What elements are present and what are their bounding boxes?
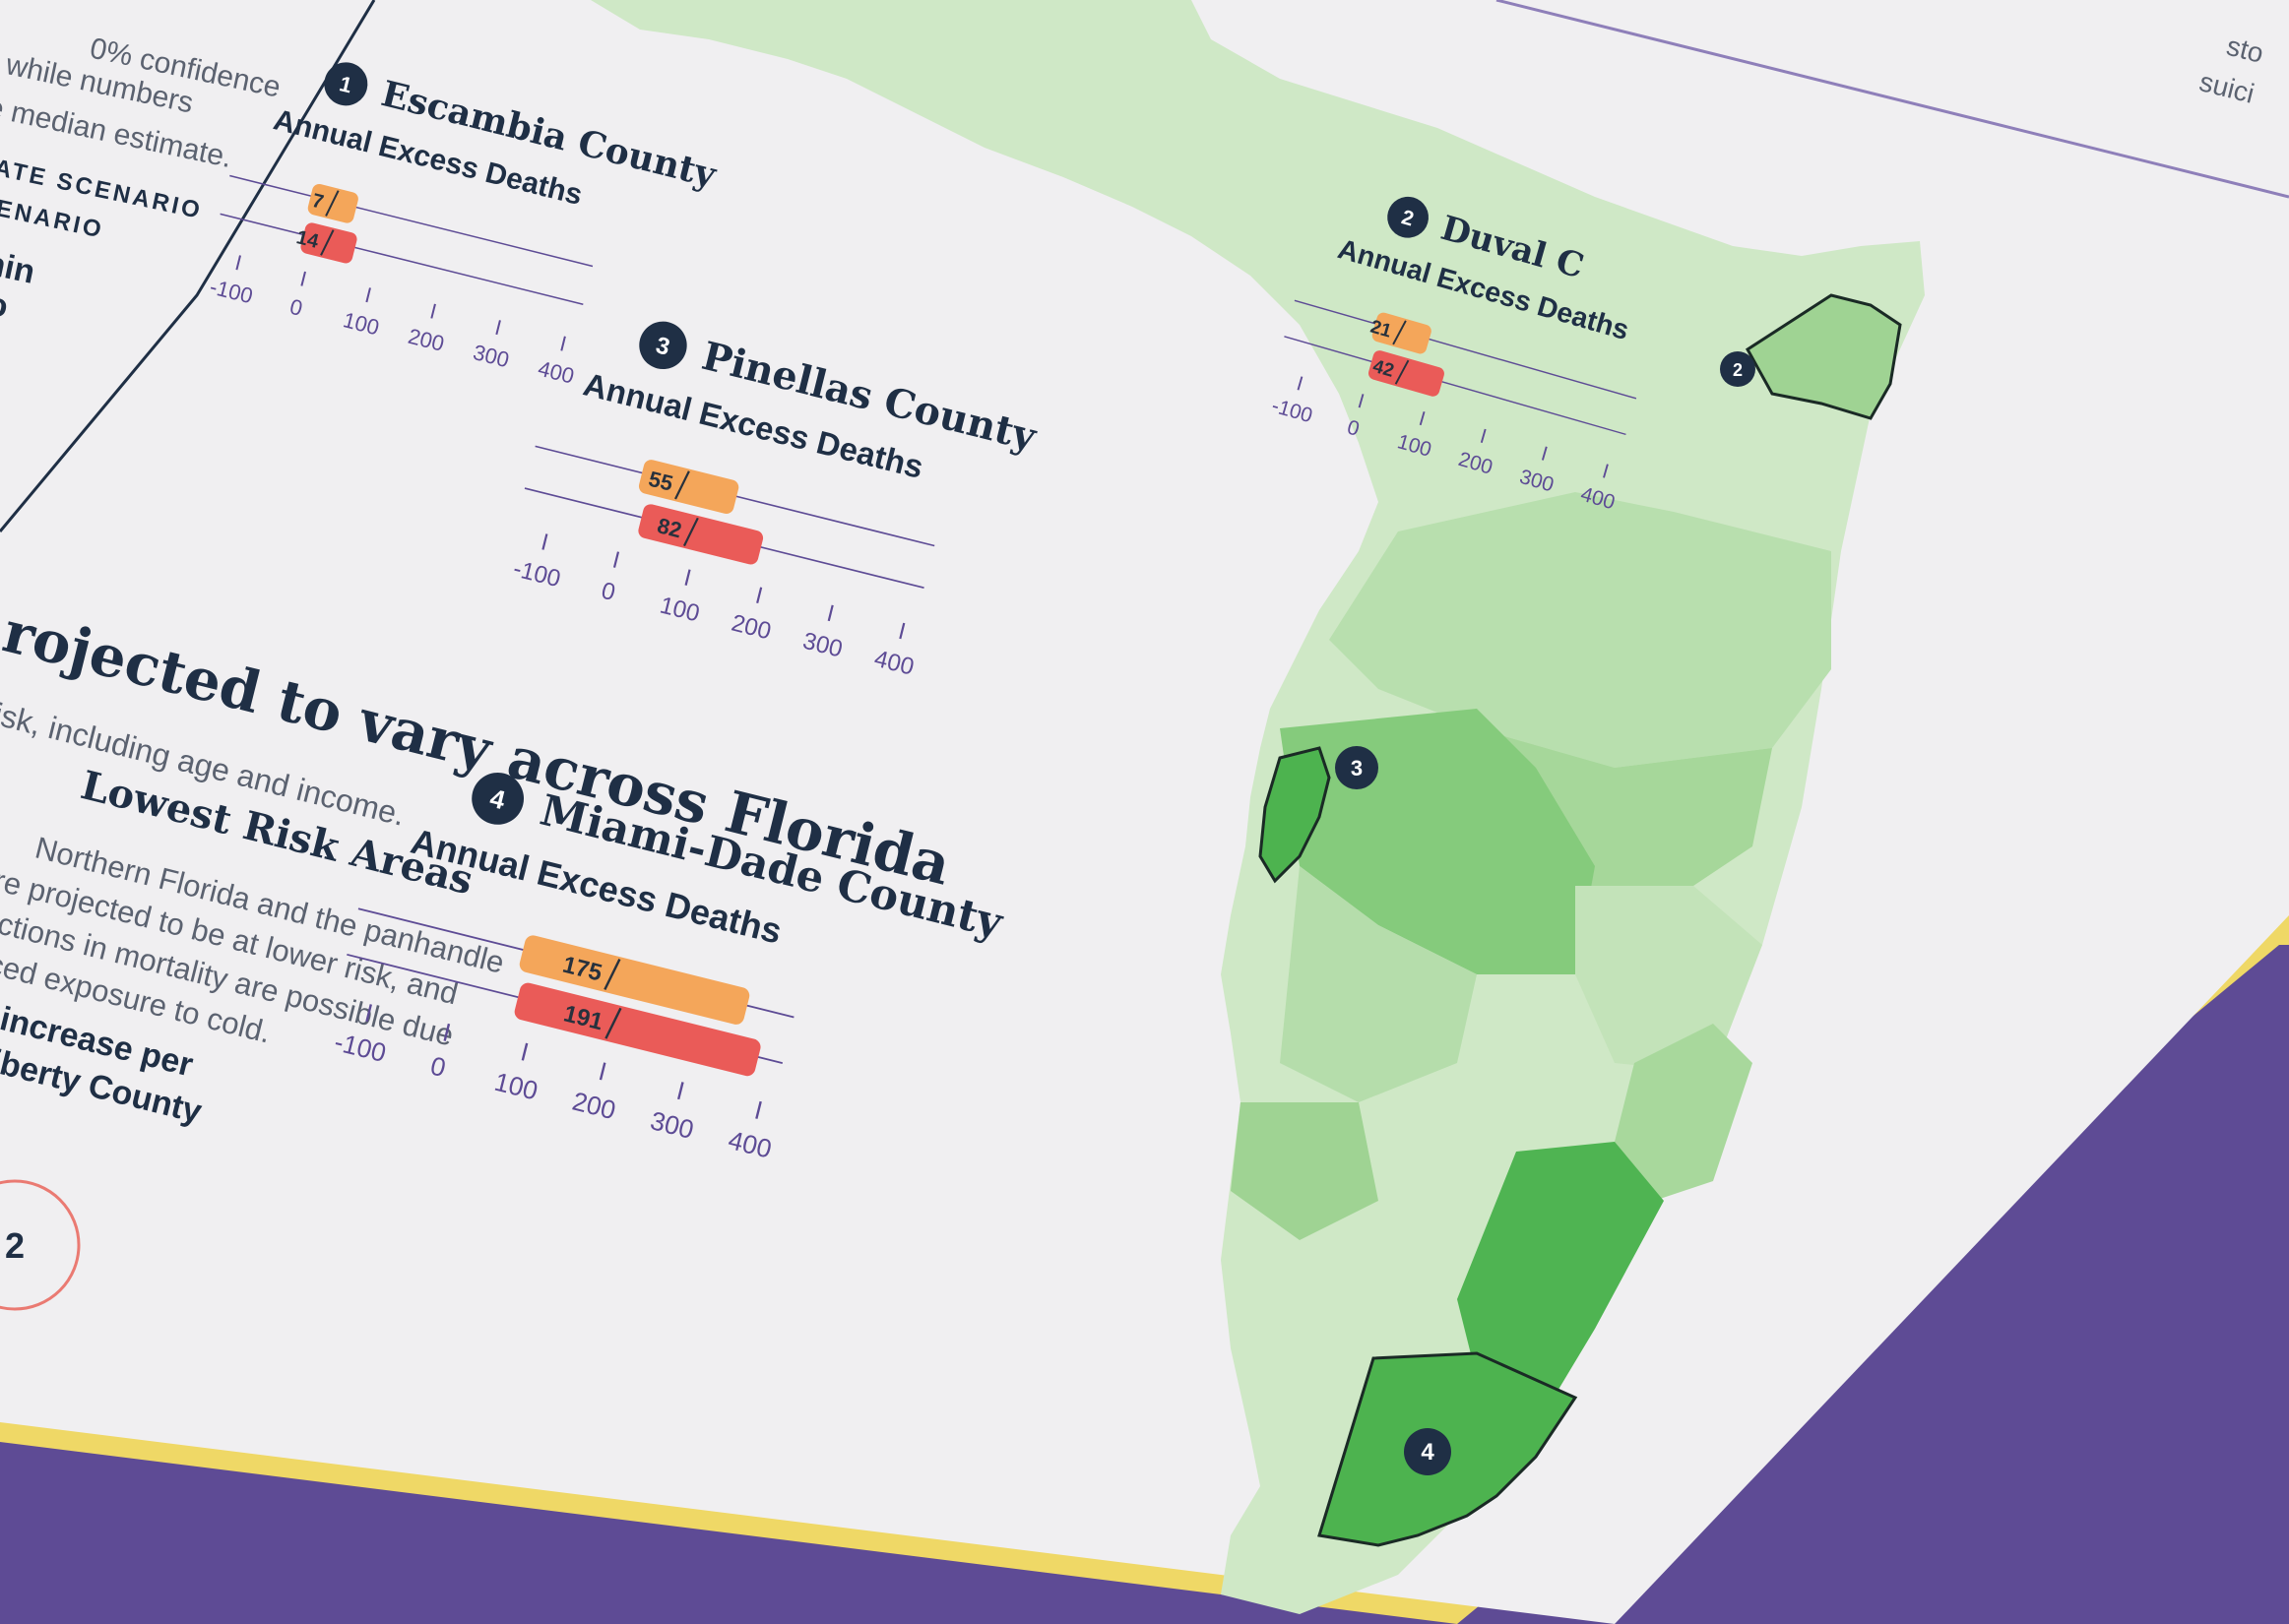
median-marker — [682, 517, 699, 547]
axis-tick — [1541, 446, 1548, 461]
region-manatee — [1280, 866, 1477, 1102]
median-marker — [1392, 320, 1407, 345]
axis-tick-label: 0 — [599, 578, 618, 606]
median-marker — [604, 1007, 622, 1039]
median-marker — [674, 470, 690, 500]
axis-tick — [521, 1042, 529, 1061]
median-marker — [604, 959, 621, 990]
florida-map — [591, 0, 1925, 1614]
bar-guide-line — [1284, 336, 1626, 436]
map-marker-3[interactable]: 3 — [1335, 746, 1378, 789]
bar-guide-line — [220, 213, 584, 306]
axis-tick — [495, 320, 501, 336]
bar-moderate-value: 7 — [310, 190, 326, 214]
region-charlotte — [1231, 1102, 1378, 1240]
axis-tick — [756, 587, 763, 604]
axis-tick — [599, 1062, 606, 1081]
region-central-north — [1329, 492, 1831, 768]
axis-tick — [684, 569, 691, 586]
region-palm-beach — [1615, 1024, 1752, 1201]
axis-tick — [1480, 428, 1487, 443]
bar-guide-line — [1294, 299, 1637, 400]
axis-tick — [365, 1004, 372, 1023]
median-marker — [325, 190, 340, 217]
axis-tick — [755, 1100, 762, 1119]
axis-tick — [235, 255, 241, 271]
duval-county — [1746, 293, 1902, 420]
legend-box-border — [0, 0, 376, 532]
bar-high — [1367, 350, 1444, 397]
axis-tick — [1297, 376, 1303, 391]
axis-tick — [1419, 410, 1426, 426]
bar-high — [300, 222, 357, 264]
bar-guide-line — [229, 174, 594, 268]
axis-tick-label: 0 — [427, 1051, 449, 1084]
legend-within-2: ario — [0, 277, 12, 326]
axis-tick — [612, 551, 620, 568]
county-number: 3 — [653, 332, 672, 360]
lowest-risk-circle: 2 — [0, 1179, 81, 1311]
county-number-badge: 3 — [639, 321, 687, 370]
axis-tick — [1603, 464, 1609, 478]
pinellas-county — [1258, 746, 1331, 884]
map-marker-4[interactable]: 4 — [1404, 1428, 1451, 1475]
region-broward — [1457, 1142, 1664, 1427]
bar-high — [638, 504, 764, 565]
axis-tick — [827, 604, 834, 622]
axis-tick — [443, 1023, 451, 1041]
axis-tick — [541, 533, 548, 550]
lowest-risk-circle-number: 2 — [5, 1225, 25, 1266]
bar-moderate-value: 55 — [646, 467, 675, 496]
county-number-badge: 4 — [472, 772, 525, 825]
top-divider — [1495, 0, 2289, 199]
map-marker-2-label: 2 — [1733, 360, 1743, 380]
map-marker-4-label: 4 — [1421, 1439, 1434, 1466]
axis-tick — [899, 622, 906, 640]
axis-tick — [1358, 394, 1365, 408]
median-marker — [320, 229, 335, 256]
bar-high — [514, 982, 761, 1077]
axis-tick — [677, 1082, 684, 1100]
axis-tick — [365, 287, 371, 303]
bar-moderate — [1371, 312, 1431, 354]
bar-moderate — [519, 935, 750, 1025]
median-marker — [1394, 359, 1410, 385]
county-number-badge: 1 — [324, 62, 368, 106]
axis-tick-label: 0 — [287, 294, 305, 321]
axis-tick — [300, 271, 306, 286]
county-number-badge: 2 — [1387, 196, 1429, 238]
bar-high-value: 82 — [655, 513, 684, 542]
axis-tick — [430, 303, 436, 319]
axis-tick — [560, 336, 566, 351]
map-marker-3-label: 3 — [1351, 756, 1363, 781]
bar-moderate — [638, 460, 739, 514]
county-number: 1 — [337, 71, 354, 97]
map-marker-2[interactable]: 2 — [1720, 351, 1755, 387]
